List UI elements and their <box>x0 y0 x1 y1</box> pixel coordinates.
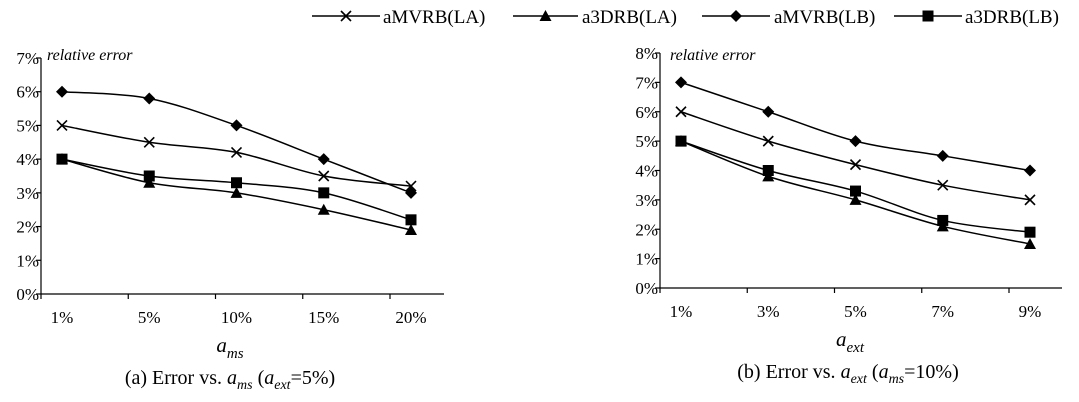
data-point <box>143 170 155 182</box>
series <box>56 85 417 199</box>
annotation: relative error <box>670 47 756 64</box>
data-point <box>849 193 862 205</box>
y-tick-label: 3% <box>635 191 658 210</box>
y-tick-label: 6% <box>16 83 39 102</box>
y-tick-label: 0% <box>635 279 658 298</box>
legend-item: aMVRB(LB) <box>702 7 875 28</box>
data-point <box>318 187 330 199</box>
data-point <box>143 92 156 105</box>
legend-marker <box>340 10 352 22</box>
data-point <box>936 149 949 162</box>
legend-marker <box>539 10 552 21</box>
y-tick-label: 7% <box>635 73 658 92</box>
x-axis-label: ams <box>216 333 243 362</box>
data-point <box>143 176 156 188</box>
x-axis-label: aext <box>836 327 865 356</box>
x-tick-label: 20% <box>395 308 426 327</box>
legend-item: a3DRB(LA) <box>513 7 677 28</box>
series <box>56 153 417 235</box>
caption: (a) Error vs. ams (aext=5%) <box>125 367 335 393</box>
y-tick-label: 3% <box>16 184 39 203</box>
legend-label: a3DRB(LA) <box>582 7 677 28</box>
legend-marker <box>730 10 742 22</box>
data-point <box>850 185 861 197</box>
x-tick-label: 10% <box>221 308 252 327</box>
data-point <box>675 135 687 147</box>
data-point <box>762 165 774 176</box>
x-tick-label: 7% <box>931 302 954 321</box>
caption: (b) Error vs. aext (ams=10%) <box>737 361 958 387</box>
series <box>675 106 1036 206</box>
legend-item: a3DRB(LB) <box>894 7 1059 28</box>
y-tick-label: 7% <box>16 49 39 68</box>
x-tick-label: 5% <box>844 302 867 321</box>
data-point <box>1024 237 1036 249</box>
series <box>675 135 1036 238</box>
y-tick-label: 5% <box>16 116 39 135</box>
data-point <box>675 106 687 118</box>
data-point <box>56 119 68 131</box>
y-tick-label: 5% <box>635 132 658 151</box>
y-tick-label: 6% <box>635 103 658 122</box>
legend-label: aMVRB(LA) <box>383 7 485 28</box>
data-point <box>405 186 417 199</box>
data-point <box>1024 194 1036 206</box>
data-point <box>1024 226 1036 238</box>
x-tick-label: 5% <box>138 308 161 327</box>
data-point <box>56 85 68 98</box>
series-line <box>680 81 1031 172</box>
data-point <box>405 214 417 226</box>
data-point <box>317 203 330 215</box>
y-tick-label: 4% <box>635 162 658 181</box>
data-point <box>937 179 949 191</box>
x-tick-label: 15% <box>308 308 339 327</box>
y-tick-label: 1% <box>635 250 658 269</box>
y-tick-label: 2% <box>635 220 658 239</box>
data-point <box>762 135 774 147</box>
data-point <box>230 119 243 132</box>
legend: aMVRB(LA) a3DRB(LA) aMVRB(LB) a3DRB(LB) <box>312 7 1059 28</box>
data-point <box>849 159 862 171</box>
legend-marker <box>922 10 934 22</box>
legend-label: a3DRB(LB) <box>965 7 1059 28</box>
data-point <box>230 146 243 158</box>
data-point <box>231 177 242 189</box>
y-tick-label: 4% <box>16 150 39 169</box>
x-tick-label: 1% <box>670 302 693 321</box>
data-point <box>318 170 330 182</box>
x-tick-label: 1% <box>51 308 74 327</box>
data-point <box>937 214 949 226</box>
data-point <box>317 153 330 166</box>
series <box>675 76 1036 177</box>
chart-error-vs-aext: 0% 1% 2% 3% 4% 5% 6% 7% 8% 1% 3% 5% 7% 9% relative err… <box>635 44 1062 387</box>
annotation: relative error <box>47 47 133 64</box>
legend-label: aMVRB(LB) <box>774 7 875 28</box>
y-tick-label: 2% <box>16 218 39 237</box>
chart-error-vs-ams: 0% 1% 2% 3% 4% 5% 6% 7% 1% 5% 10% 15% 20% relative er… <box>16 47 444 393</box>
y-tick-label: 0% <box>16 285 39 304</box>
data-point <box>849 135 862 148</box>
data-point <box>675 76 687 89</box>
legend-item: aMVRB(LA) <box>312 7 485 28</box>
y-tick-label: 8% <box>635 44 658 63</box>
data-point <box>1024 164 1036 177</box>
x-tick-label: 9% <box>1019 302 1042 321</box>
data-point <box>56 153 68 165</box>
data-point <box>762 105 775 118</box>
data-point <box>405 223 417 235</box>
series <box>56 119 417 192</box>
series <box>56 153 417 226</box>
data-point <box>143 136 155 148</box>
data-point <box>405 180 417 192</box>
x-tick-label: 3% <box>757 302 780 321</box>
series-line <box>61 124 412 187</box>
data-point <box>230 186 243 198</box>
y-tick-label: 1% <box>16 251 39 270</box>
